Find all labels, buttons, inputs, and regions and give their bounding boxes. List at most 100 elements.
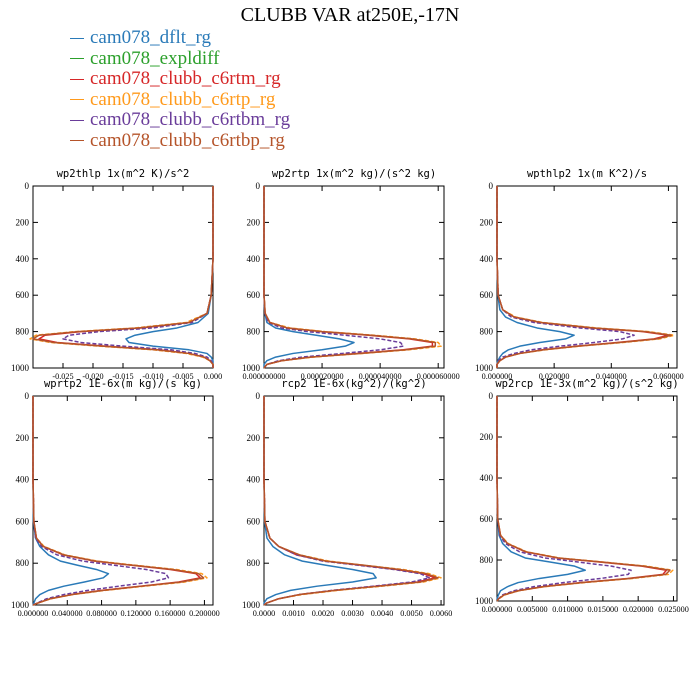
series-line-dflt (125, 186, 214, 368)
series-line-c6rtbp (32, 396, 205, 606)
y-tick-label: 1000 (11, 363, 30, 373)
y-tick-label: 0 (25, 181, 30, 191)
x-tick-label: 0.120000 (121, 609, 152, 618)
x-tick-label: 0.005000 (517, 605, 548, 614)
x-tick-label: -0.025 (52, 372, 73, 381)
series-line-c6rtbm (496, 396, 632, 602)
y-tick-label: 400 (480, 473, 494, 483)
legend-label: cam078_dflt_rg (90, 27, 212, 49)
y-tick-label: 400 (247, 475, 261, 485)
y-tick-label: 800 (480, 555, 494, 565)
legend-label: cam078_clubb_c6rtbm_rg (90, 109, 291, 131)
chart-panel-2: wp2rtp 1x(m^2 kg)/(s^2 kg) 0 200 400 600 800 1… (242, 168, 460, 381)
x-tick-label: 0.020000 (539, 372, 570, 381)
series-line-dflt (496, 396, 586, 601)
series-line-c6rtbm (32, 396, 170, 606)
y-tick-label: 800 (480, 327, 494, 337)
x-tick-label: -0.020 (82, 372, 103, 381)
chart-panel-1: wp2thlp 1x(m^2 K)/s^2 0 200 400 600 800 1000 -0… (11, 168, 222, 381)
y-tick-label: 1000 (242, 600, 261, 610)
legend-label: cam078_expldiff (90, 47, 220, 69)
legend-label: cam078_clubb_c6rtbp_rg (90, 129, 285, 151)
x-tick-label: 0.0010 (282, 609, 305, 618)
panel-title: wp2rtp 1x(m^2 kg)/(s^2 kg) (272, 168, 436, 180)
y-tick-label: 200 (480, 432, 494, 442)
series-line-c6rtm (32, 396, 201, 606)
legend-item: cam078_dflt_rg (70, 27, 290, 49)
series-line-c6rtbp (496, 186, 673, 368)
series-line-c6rtbm (263, 396, 430, 606)
chart-panel-6: wp2rcp 1E-3x(m^2 kg)/(s^2 kg)0 200 400 600 8… (475, 378, 689, 614)
y-tick-label: 1000 (475, 363, 494, 373)
legend-item: cam078_expldiff (70, 47, 290, 70)
x-tick-label: 0.040000 (52, 609, 83, 618)
series-line-c6rtbp (263, 186, 437, 369)
y-tick-label: 0 (489, 181, 494, 191)
legend-label: cam078_clubb_c6rtm_rg (90, 68, 281, 90)
x-tick-label: 0.000020000 (301, 372, 344, 381)
legend-swatch (70, 78, 84, 80)
panel-title: wp2thlp 1x(m^2 K)/s^2 (57, 168, 190, 180)
x-tick-label: -0.015 (112, 372, 133, 381)
legend-swatch (70, 140, 84, 142)
legend-item: cam078_clubb_c6rtbp_rg (70, 129, 290, 152)
plot-frame (496, 185, 678, 369)
series-line-c6rtp (263, 186, 442, 369)
plot-frame (496, 395, 678, 602)
series-line-c6rtbp (496, 396, 671, 602)
series-line-c6rtm (38, 186, 214, 368)
x-tick-label: 0.015000 (588, 605, 619, 614)
plot-frame (32, 185, 214, 369)
y-tick-label: 600 (247, 290, 261, 300)
y-tick-label: 1000 (11, 600, 30, 610)
x-tick-label: 0.200000 (189, 609, 220, 618)
x-tick-label: 0.0060 (430, 609, 453, 618)
y-tick-label: 400 (16, 254, 30, 264)
y-tick-label: 800 (247, 558, 261, 568)
y-tick-label: 600 (480, 514, 494, 524)
x-tick-label: 0.000060000 (417, 372, 460, 381)
y-tick-label: 1000 (242, 363, 261, 373)
chart-panel-4: wprtp2 1E-6x(m kg)/(s kg) 0 200 400 600 800 10… (11, 378, 220, 618)
x-tick-label: 0.060000 (653, 372, 684, 381)
x-tick-label: 0.025000 (658, 605, 689, 614)
legend-item: cam078_clubb_c6rtbm_rg (70, 109, 291, 131)
legend-item: cam078_clubb_c6rtm_rg (70, 68, 290, 90)
legend-swatch (70, 99, 84, 101)
y-tick-label: 200 (16, 217, 30, 227)
x-tick-label: 0.000000 (482, 372, 513, 381)
y-tick-label: 0 (25, 391, 30, 401)
x-tick-label: 0.080000 (86, 609, 117, 618)
x-tick-label: -0.010 (142, 372, 163, 381)
x-tick-label: 0.000000 (482, 605, 513, 614)
x-tick-label: 0.040000 (596, 372, 627, 381)
page-title: CLUBB VAR at250E,-17N (240, 4, 460, 26)
x-tick-label: 0.020000 (623, 605, 654, 614)
y-tick-label: 800 (16, 558, 30, 568)
series-line-c6rtbp (263, 396, 439, 606)
x-tick-label: 0.000000000 (243, 372, 286, 381)
x-tick-label: -0.005 (172, 372, 193, 381)
x-tick-label: 0.0030 (341, 609, 364, 618)
chart-panel-3: wpthlp2 1x(m K^2)/s 0 200 400 600 800 10000.00… (475, 168, 684, 381)
x-tick-label: 0.0020 (312, 609, 335, 618)
y-tick-label: 1000 (475, 596, 494, 606)
x-tick-label: 0.000040000 (359, 372, 402, 381)
x-tick-label: 0.0050 (400, 609, 423, 618)
panel-title: wprtp2 1E-6x(m kg)/(s kg) (44, 378, 202, 390)
y-tick-label: 800 (247, 327, 261, 337)
y-tick-label: 600 (480, 290, 494, 300)
x-tick-label: 0.160000 (155, 609, 186, 618)
legend-swatch (70, 119, 84, 121)
series-line-c6rtm (496, 396, 668, 602)
legend-item: cam078_clubb_c6rtp_rg (70, 89, 290, 111)
y-tick-label: 400 (480, 254, 494, 264)
x-tick-label: 0.0040 (371, 609, 394, 618)
panel-title: wpthlp2 1x(m K^2)/s (527, 168, 647, 180)
plot-frame (32, 395, 214, 606)
y-tick-label: 200 (16, 433, 30, 443)
panel-title: wp2rcp 1E-3x(m^2 kg)/(s^2 kg) (495, 378, 678, 390)
y-tick-label: 0 (489, 391, 494, 401)
y-tick-label: 800 (16, 327, 30, 337)
